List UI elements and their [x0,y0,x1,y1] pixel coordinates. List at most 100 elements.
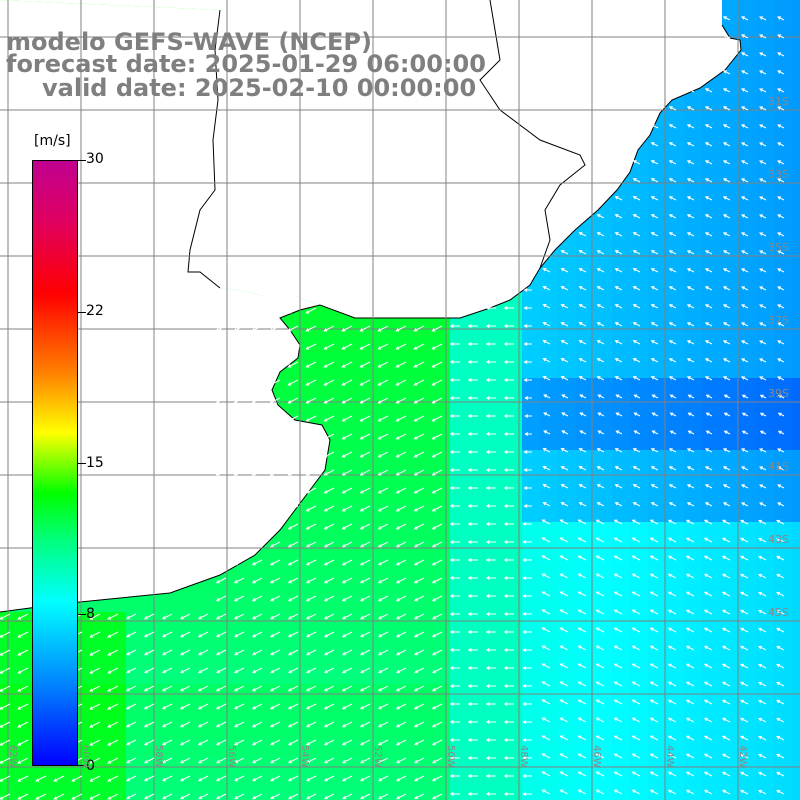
wind-arrow-head [341,418,346,422]
wind-arrow-head [233,561,238,566]
field-cell [720,666,738,684]
field-cell [576,504,594,522]
field-cell [648,342,666,360]
wind-arrow [270,487,281,494]
wind-arrow-head [378,651,382,656]
field-cell [720,378,738,396]
wind-arrow-head [687,412,692,416]
wind-arrow [687,376,695,381]
field-cell [756,540,774,558]
wind-arrow [669,196,677,201]
field-cell [702,90,720,108]
wind-arrow-head [704,214,709,218]
wind-arrow-head [524,432,529,436]
wind-arrow [669,142,677,147]
wind-arrow [596,645,605,651]
wind-arrow [723,160,731,165]
field-cell [684,126,702,144]
wind-arrow [652,430,659,435]
wind-arrow-head [431,436,436,440]
wind-arrow [560,555,569,561]
wind-arrow [162,721,173,728]
field-cell [648,504,666,522]
wind-arrow [669,124,677,129]
field-cell [576,648,594,666]
field-cell [684,162,702,180]
wind-arrow-head [0,796,4,800]
field-cell [522,486,540,504]
wind-arrow-head [650,232,655,236]
wind-arrow [360,397,371,404]
wind-arrow [378,613,389,620]
wind-arrow-head [449,594,454,598]
field-cell [468,756,486,774]
field-cell [684,522,702,540]
wind-arrow [107,649,119,656]
field-cell [594,630,612,648]
wind-arrow [252,523,263,530]
wind-arrow-head [614,484,619,488]
field-cell [180,792,198,800]
field-cell [612,450,630,468]
wind-arrow [324,433,335,440]
field-cell [612,666,630,684]
wind-arrow-head [431,508,436,512]
field-cell [594,522,612,540]
wind-arrow [306,415,317,422]
field-cell [720,72,738,90]
wind-arrow-head [360,651,364,656]
wind-arrow [17,685,29,692]
wind-arrow [216,775,227,782]
wind-arrow [741,340,749,345]
colorbar-label: 8 [86,606,95,622]
wind-arrow-head [577,753,582,757]
field-cell [792,792,800,800]
wind-arrow-head [395,382,400,386]
wind-arrow-head [740,537,744,542]
wind-arrow-head [413,454,418,458]
wind-arrow-head [449,684,454,688]
wind-arrow-head [650,304,655,308]
wind-arrow-head [740,519,744,524]
wind-arrow [396,775,407,782]
wind-arrow-head [703,591,708,596]
wind-arrow-head [215,346,220,350]
field-cell [540,702,558,720]
field-cell [684,432,702,450]
wind-arrow [579,340,587,345]
wind-arrow [543,340,551,345]
field-cell [360,792,378,800]
wind-arrow-head [685,645,690,650]
field-cell [792,414,800,432]
wind-arrow [126,775,137,782]
field-cell [684,774,702,792]
wind-arrow-head [668,232,673,236]
wind-arrow-head [485,594,490,598]
wind-arrow-head [503,486,508,490]
wind-arrow [759,286,767,291]
wind-arrow-head [233,543,238,548]
wind-arrow-head [577,735,582,739]
wind-arrow [270,343,281,350]
wind-arrow [687,304,695,309]
wind-arrow [180,739,191,746]
wind-arrow [126,721,137,728]
field-cell [720,396,738,414]
wind-arrow-head [722,286,727,290]
wind-arrow [360,703,371,710]
wind-arrow [651,178,659,183]
wind-arrow-head [359,759,364,764]
field-cell [612,288,630,306]
wind-arrow-head [233,400,238,404]
field-cell [702,468,720,486]
field-cell [630,738,648,756]
wind-arrow [306,523,317,530]
wind-arrow [270,433,281,440]
wind-arrow [234,325,245,332]
field-cell [648,270,666,288]
field-cell [450,522,468,540]
field-cell [630,594,648,612]
wind-arrow [723,304,731,309]
field-cell [612,648,630,666]
field-cell [468,450,486,468]
